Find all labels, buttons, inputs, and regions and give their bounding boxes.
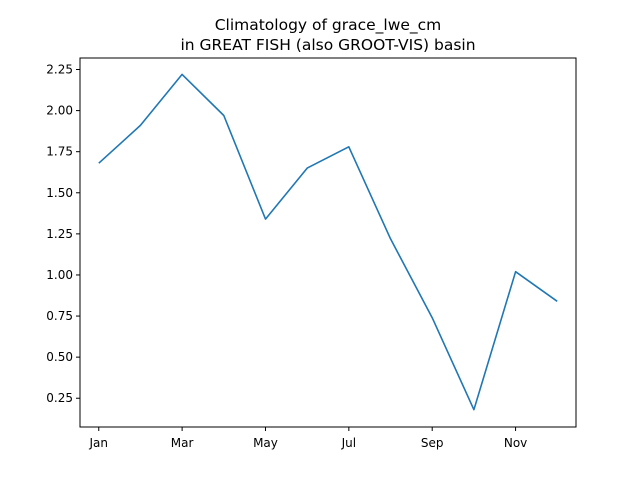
x-axis: Jan Mar May Jul Sep Nov — [89, 427, 527, 450]
y-tick-label: 1.00 — [46, 268, 73, 282]
y-axis: 0.25 0.50 0.75 1.00 1.25 1.50 1.75 2.00 2.25 — [46, 63, 80, 405]
y-tick-label: 2.00 — [46, 104, 73, 118]
x-tick-label: Jul — [341, 436, 356, 450]
x-tick-label: May — [253, 436, 278, 450]
x-tick-label: Jan — [89, 436, 109, 450]
y-tick-label: 0.25 — [46, 391, 73, 405]
y-tick-label: 2.25 — [46, 63, 73, 77]
chart-title-line2: in GREAT FISH (also GROOT-VIS) basin — [180, 36, 475, 54]
y-tick-label: 0.75 — [46, 309, 73, 323]
y-tick-label: 1.75 — [46, 145, 73, 159]
chart-title-line1: Climatology of grace_lwe_cm — [215, 16, 442, 35]
x-tick-label: Mar — [171, 436, 194, 450]
y-tick-label: 0.50 — [46, 350, 73, 364]
series-layer — [98, 73, 558, 411]
series-line — [98, 73, 558, 411]
plot-area-frame — [79, 57, 577, 428]
x-tick-label: Sep — [421, 436, 444, 450]
y-tick-label: 1.25 — [46, 227, 73, 241]
x-tick-label: Nov — [504, 436, 527, 450]
y-tick-label: 1.50 — [46, 186, 73, 200]
